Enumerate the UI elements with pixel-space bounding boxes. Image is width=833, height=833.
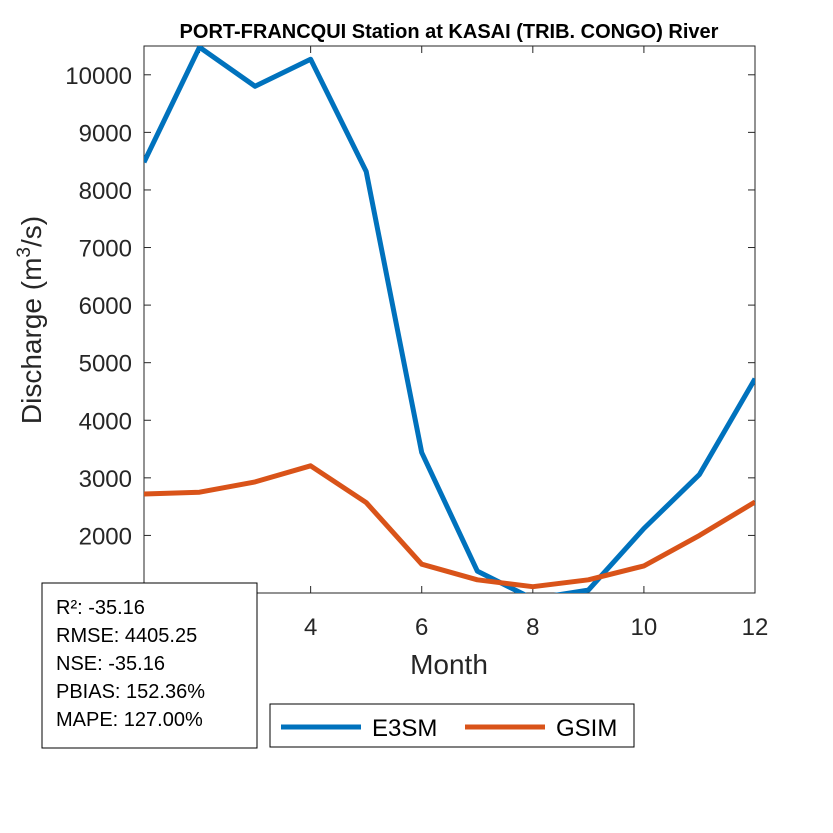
stat-rmse: RMSE: 4405.25 — [56, 625, 197, 647]
x-tick-label: 10 — [631, 614, 658, 641]
y-tick-label: 2000 — [79, 523, 132, 550]
stat-nse: NSE: -35.16 — [56, 653, 165, 675]
y-tick-label: 3000 — [79, 466, 132, 493]
y-tick-label: 7000 — [79, 236, 132, 263]
x-axis: 24681012 — [193, 46, 768, 641]
series-line-e3sm — [144, 46, 755, 593]
stats-box: R²: -35.16 RMSE: 4405.25 NSE: -35.16 PBI… — [41, 582, 258, 749]
y-tick-label: 10000 — [65, 63, 132, 90]
y-tick-label: 8000 — [79, 178, 132, 205]
legend: E3SM GSIM — [269, 703, 635, 748]
legend-label-gsim: GSIM — [556, 715, 617, 742]
x-tick-label: 6 — [415, 614, 428, 641]
y-axis: 1000200030004000500060007000800090001000… — [65, 63, 755, 608]
y-tick-label: 6000 — [79, 293, 132, 320]
stat-r2: R²: -35.16 — [56, 597, 145, 619]
y-axis-label: Discharge (m3/s) — [14, 216, 47, 424]
chart-title: PORT-FRANCQUI Station at KASAI (TRIB. CO… — [180, 21, 719, 43]
x-tick-label: 12 — [742, 614, 769, 641]
y-tick-label: 5000 — [79, 351, 132, 378]
y-tick-label: 4000 — [79, 408, 132, 435]
y-tick-label: 9000 — [79, 120, 132, 147]
legend-label-e3sm: E3SM — [372, 715, 437, 742]
series-line-gsim — [144, 463, 755, 590]
x-tick-label: 4 — [304, 614, 317, 641]
series-layer — [144, 46, 755, 593]
x-axis-label: Month — [410, 649, 488, 680]
plot-frame — [143, 45, 756, 594]
stat-mape: MAPE: 127.00% — [56, 709, 203, 731]
x-tick-label: 8 — [526, 614, 539, 641]
stat-pbias: PBIAS: 152.36% — [56, 681, 205, 703]
